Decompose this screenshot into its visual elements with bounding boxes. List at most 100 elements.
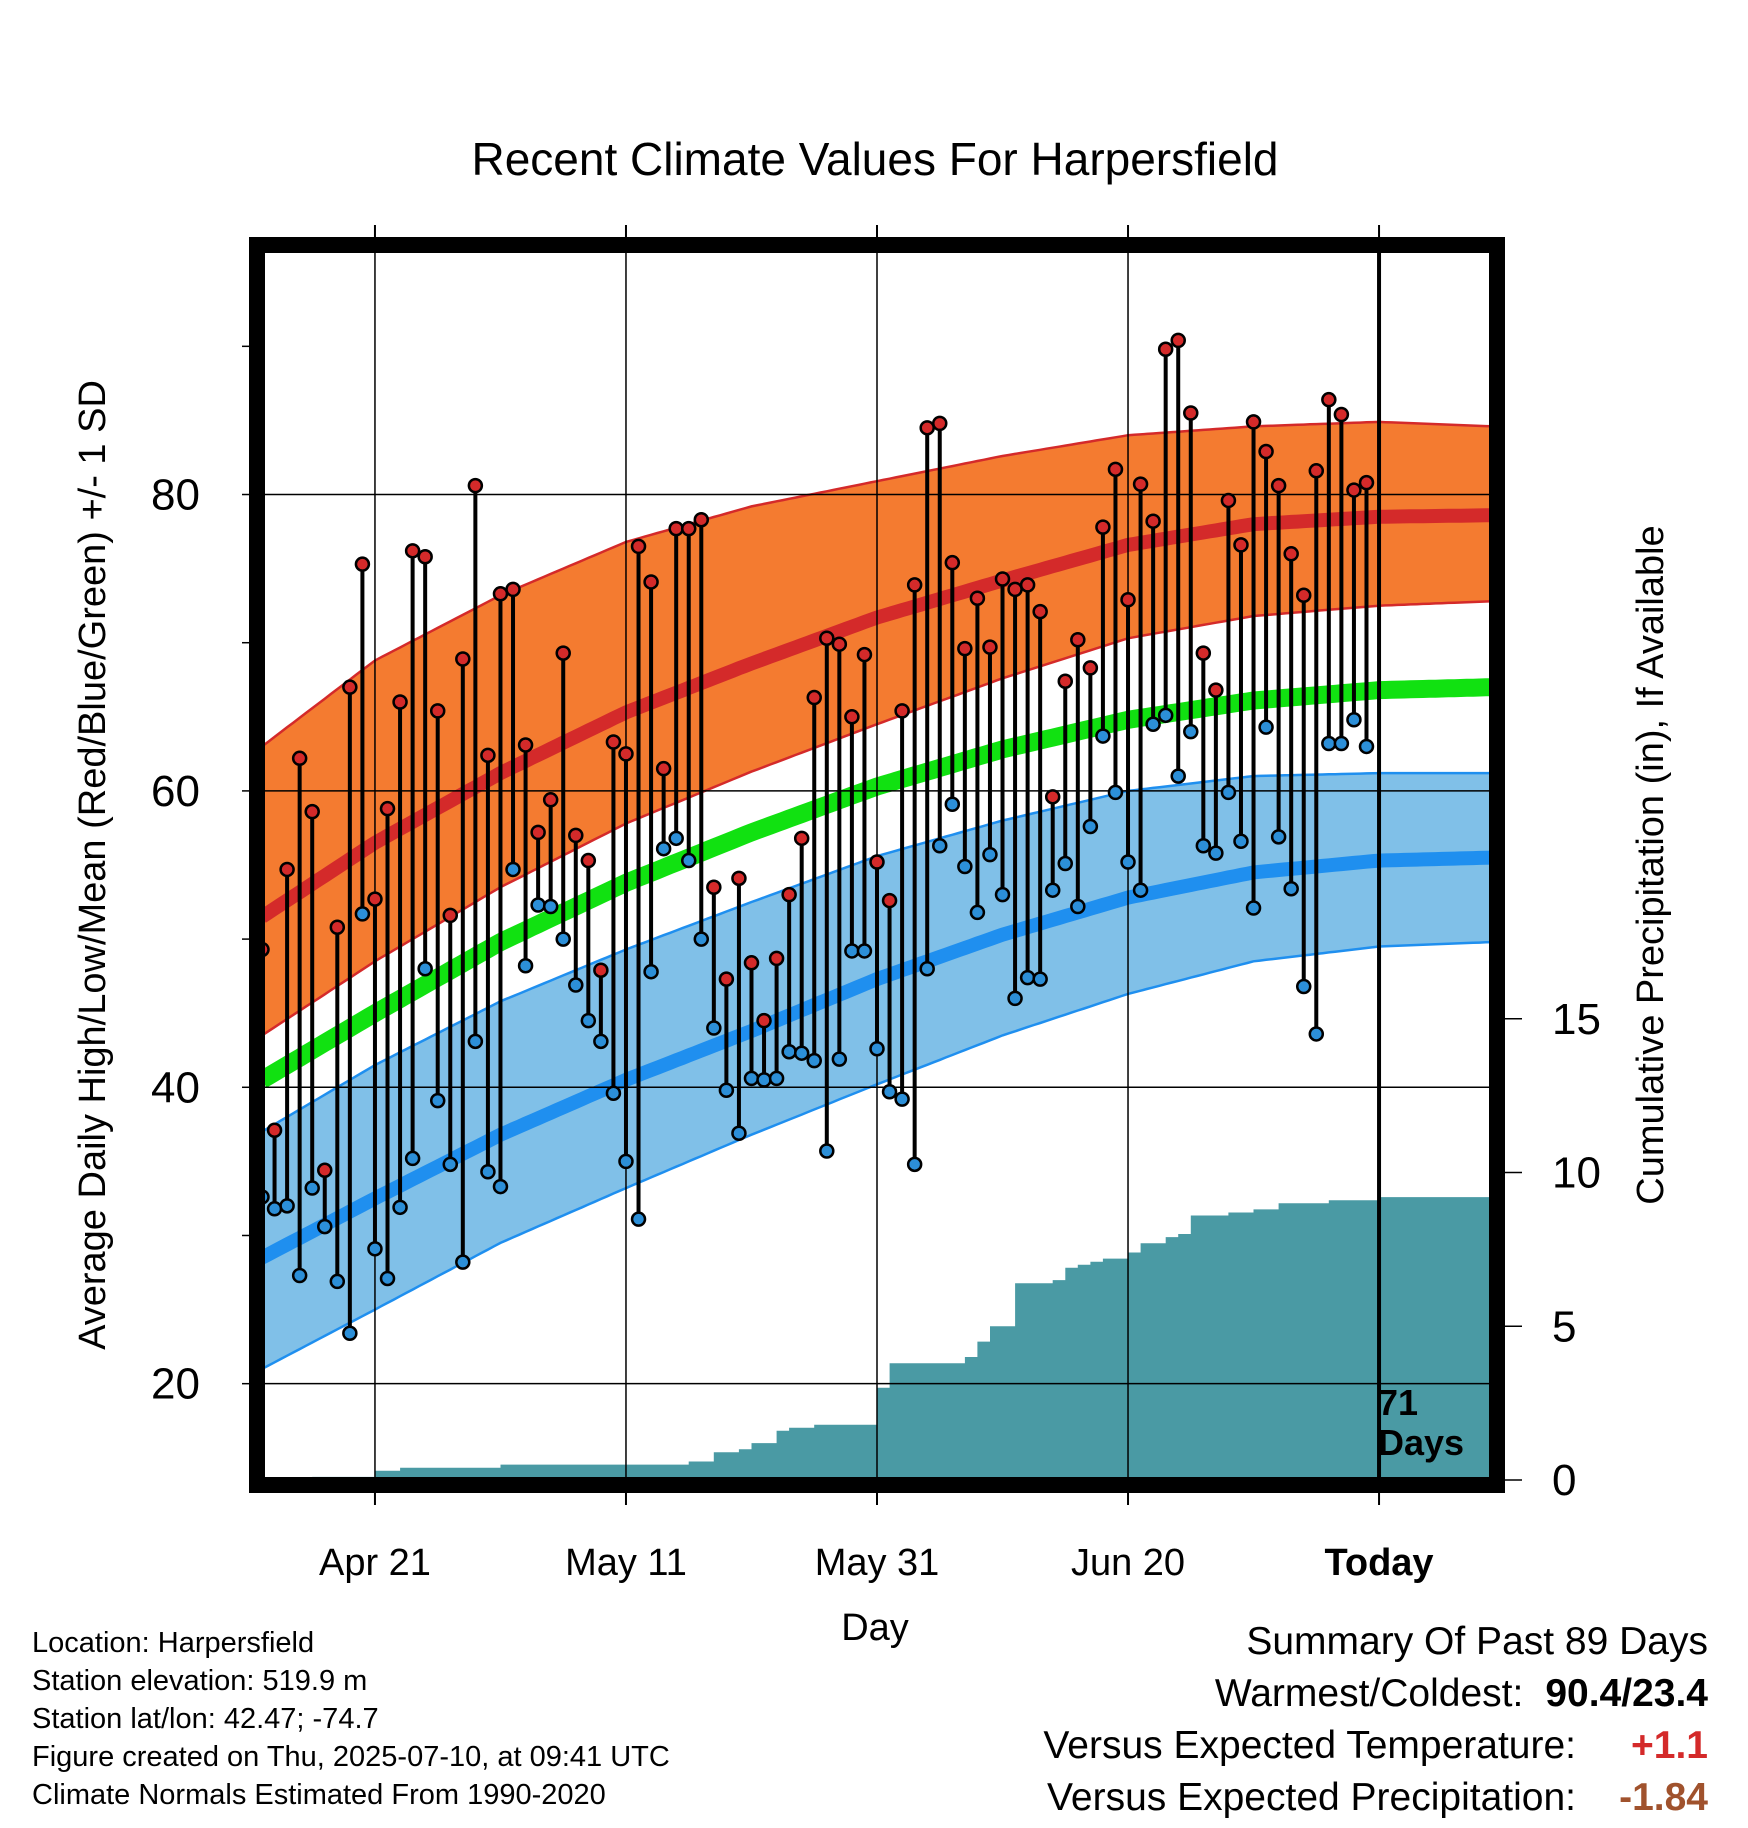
precip-cumulative-area: [262, 1197, 1492, 1480]
precip-value: -1.84: [1619, 1776, 1708, 1819]
daily-low-point: [505, 861, 521, 878]
daily-high-point: [1120, 591, 1136, 608]
daily-low-point: [1183, 723, 1199, 740]
daily-high-point: [1321, 391, 1337, 408]
daily-low-point: [492, 1178, 509, 1195]
daily-low-point: [354, 906, 371, 922]
summary-panel: Summary Of Past 89 Days Warmest/Coldest:…: [1043, 1616, 1708, 1824]
daily-high-point: [555, 645, 571, 661]
precip-area-layer: [262, 1197, 1492, 1480]
daily-high-point: [618, 746, 634, 762]
daily-low-point: [1333, 735, 1350, 752]
today-days-label-line2: Days: [1378, 1422, 1464, 1463]
daily-high-point: [856, 646, 873, 663]
daily-low-point: [429, 1092, 446, 1109]
daily-low-point: [329, 1273, 346, 1290]
daily-high-point: [480, 747, 496, 764]
plot-border: [249, 237, 1505, 1493]
daily-high-point: [944, 554, 961, 571]
daily-high-point: [768, 950, 785, 967]
daily-low-point: [1170, 768, 1186, 784]
x-tick-label: Jun 20: [1071, 1542, 1185, 1584]
summary-temp-row: Versus Expected Temperature: +1.1: [1043, 1720, 1708, 1772]
figure-created: Figure created on Thu, 2025-07-10, at 09…: [32, 1741, 670, 1773]
daily-high-point: [379, 800, 396, 817]
y2-tick-label: 10: [1552, 1149, 1601, 1198]
daily-high-point: [743, 955, 760, 971]
daily-low-point: [1070, 898, 1086, 915]
warm-cold-label: Warmest/Coldest:: [1214, 1672, 1524, 1715]
daily-high-point: [1132, 476, 1149, 492]
daily-high-point: [994, 571, 1011, 587]
daily-low-point: [680, 852, 697, 869]
daily-low-point: [304, 1180, 320, 1196]
daily-values-layer: [262, 332, 1375, 1342]
daily-high-point: [455, 651, 471, 667]
daily-low-point: [919, 960, 935, 977]
daily-high-point: [894, 703, 910, 719]
daily-high-point: [906, 577, 923, 593]
daily-high-point: [1295, 587, 1312, 604]
x-tick-label: May 31: [815, 1542, 940, 1584]
daily-low-point: [618, 1153, 634, 1170]
daily-low-point: [1032, 971, 1048, 987]
daily-low-point: [894, 1091, 910, 1107]
daily-high-point: [517, 737, 534, 753]
precip-label: Versus Expected Precipitation:: [1047, 1776, 1576, 1819]
summary-precip-row: Versus Expected Precipitation: -1.84: [1043, 1772, 1708, 1824]
daily-low-point: [693, 931, 710, 947]
daily-low-point: [806, 1052, 822, 1069]
daily-high-point: [1220, 492, 1237, 509]
daily-high-point: [1308, 463, 1325, 479]
daily-low-point: [743, 1070, 760, 1087]
daily-low-point: [467, 1033, 484, 1050]
plot-area: [262, 250, 1492, 1480]
daily-low-point: [530, 897, 546, 913]
daily-low-point: [1120, 854, 1136, 870]
daily-high-point: [1057, 673, 1074, 689]
y-axis-label: Average Daily High/Low/Mean (Red/Blue/Gr…: [72, 380, 114, 1350]
daily-low-point: [1358, 738, 1375, 755]
daily-low-point: [1095, 728, 1111, 744]
y-tick-label: 60: [151, 767, 200, 816]
y-tick-label: 80: [151, 471, 200, 520]
daily-low-point: [1195, 837, 1212, 854]
daily-low-point: [668, 830, 684, 847]
daily-low-point: [367, 1241, 383, 1257]
daily-high-point: [969, 590, 986, 607]
daily-high-point: [1183, 405, 1199, 421]
daily-low-point: [819, 1143, 835, 1159]
station-location: Location: Harpersfield: [32, 1627, 315, 1659]
daily-high-point: [1270, 477, 1287, 494]
daily-high-point: [1208, 682, 1224, 698]
daily-low-point: [793, 1045, 810, 1061]
daily-high-point: [630, 538, 647, 555]
daily-low-point: [831, 1051, 848, 1067]
daily-low-point: [630, 1211, 647, 1227]
daily-high-point: [831, 636, 848, 652]
daily-low-point: [568, 977, 584, 993]
daily-high-point: [1283, 546, 1299, 562]
daily-high-point: [1107, 461, 1124, 478]
daily-low-point: [718, 1082, 735, 1099]
daily-low-point: [291, 1267, 308, 1284]
daily-low-point: [1082, 818, 1099, 835]
daily-low-point: [869, 1041, 885, 1057]
daily-high-point: [467, 477, 484, 494]
daily-high-point: [806, 689, 822, 706]
axes-layer: 20 40 60 80 0 5 10 15 Apr 21 May 11 May 31 Jun 20 To…: [151, 225, 1601, 1584]
daily-low-point: [517, 958, 534, 974]
daily-high-point: [1233, 537, 1249, 553]
daily-low-point: [1145, 716, 1161, 732]
daily-high-point: [1195, 645, 1212, 661]
daily-high-point: [731, 870, 747, 887]
daily-low-point: [706, 1020, 722, 1036]
daily-low-point: [266, 1201, 283, 1217]
daily-high-point: [1358, 474, 1375, 491]
daily-low-point: [932, 837, 948, 854]
daily-high-point: [304, 803, 320, 820]
normals-period: Climate Normals Estimated From 1990-2020: [32, 1779, 606, 1811]
daily-high-point: [329, 919, 346, 935]
normal-high-band: [262, 421, 1492, 1036]
